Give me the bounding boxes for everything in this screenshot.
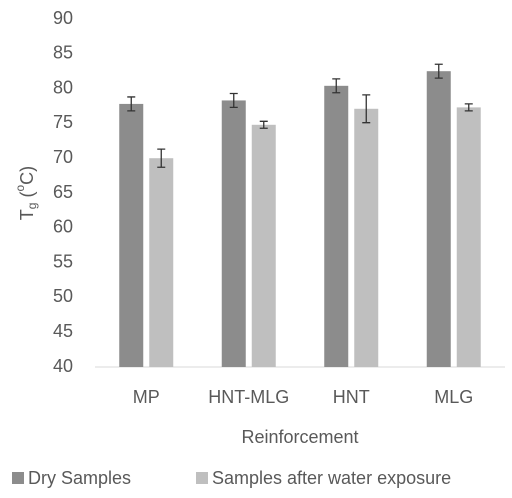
x-tick-label: MP — [133, 387, 160, 407]
y-tick-label: 40 — [53, 356, 73, 376]
y-tick-label: 70 — [53, 147, 73, 167]
legend-swatch — [196, 472, 208, 484]
error-bar — [362, 94, 371, 124]
y-label-sub: g — [25, 203, 39, 210]
error-bar — [229, 92, 238, 109]
x-axis-label: Reinforcement — [241, 427, 358, 447]
y-label-main: T — [17, 209, 37, 220]
y-tick-label: 45 — [53, 321, 73, 341]
y-tick-label: 50 — [53, 286, 73, 306]
y-tick-label: 75 — [53, 112, 73, 132]
x-tick-label: MLG — [434, 387, 473, 407]
y-axis-label: Tg (oC) — [13, 166, 39, 220]
y-tick-label: 85 — [53, 43, 73, 63]
x-tick-label: HNT — [333, 387, 370, 407]
y-tick-label: 60 — [53, 217, 73, 237]
error-bar — [434, 63, 443, 79]
bar — [119, 103, 144, 368]
error-bar — [332, 78, 341, 94]
y-label-end: C) — [17, 166, 37, 185]
error-bar — [259, 120, 268, 129]
y-tick-label: 80 — [53, 77, 73, 97]
bar — [221, 100, 246, 367]
bar — [456, 107, 481, 367]
bar — [149, 158, 174, 367]
y-label-sup: o — [13, 185, 27, 192]
error-bar — [127, 96, 136, 112]
x-tick-label: HNT-MLG — [208, 387, 289, 407]
y-tick-label: 65 — [53, 182, 73, 202]
error-bar — [157, 148, 166, 168]
bar — [354, 108, 379, 367]
error-bar — [464, 103, 473, 112]
y-label-part: ( — [17, 191, 37, 202]
bar — [324, 85, 349, 367]
legend-label: Dry Samples — [28, 468, 131, 488]
y-tick-label: 55 — [53, 251, 73, 271]
legend-label: Samples after water exposure — [212, 468, 451, 488]
legend-swatch — [12, 472, 24, 484]
bar — [251, 124, 276, 368]
y-tick-label: 90 — [53, 8, 73, 28]
bar — [426, 71, 451, 367]
